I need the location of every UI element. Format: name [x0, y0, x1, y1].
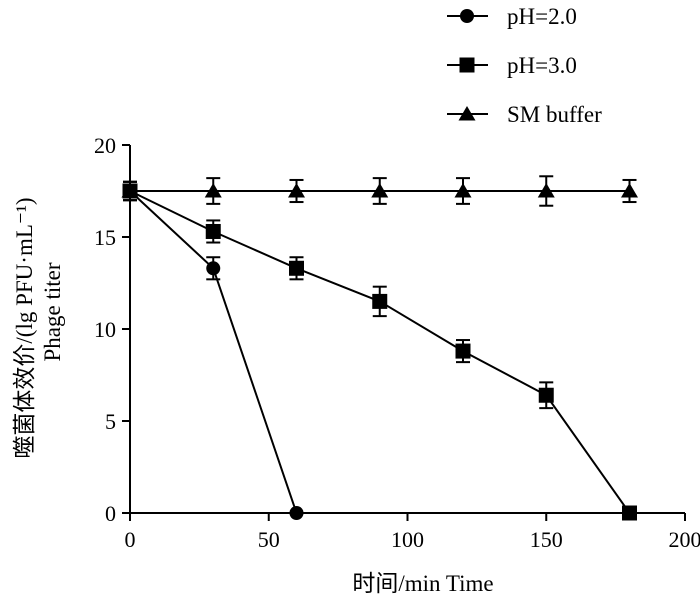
y-axis-title-en: Phage titer — [40, 262, 65, 361]
y-tick-label: 10 — [94, 317, 116, 342]
axes: 0 50 100 150 200 0 5 10 15 20 — [94, 133, 700, 552]
legend: pH=2.0 pH=3.0 SM buffer — [447, 4, 602, 127]
data-point — [537, 183, 555, 198]
data-point — [121, 183, 139, 198]
y-axis-title-cn: 噬菌体效价/(lg PFU·mL⁻¹) — [12, 197, 37, 458]
x-tick-label: 200 — [669, 527, 700, 552]
legend-marker — [458, 106, 476, 121]
y-tick-label: 20 — [94, 133, 116, 158]
legend-item: SM buffer — [447, 102, 602, 127]
data-point — [371, 183, 389, 198]
series-line — [129, 190, 631, 514]
y-tick-label: 0 — [105, 501, 116, 526]
x-tick-label: 150 — [530, 527, 563, 552]
legend-item: pH=3.0 — [447, 53, 577, 78]
y-tick-label: 15 — [94, 225, 116, 250]
data-point — [204, 183, 222, 198]
series-sm-buffer — [121, 175, 638, 207]
x-tick-label: 50 — [258, 527, 280, 552]
series-ph-3-0 — [122, 180, 637, 521]
y-tick-label: 5 — [105, 409, 116, 434]
x-axis-title: 时间/min Time — [352, 571, 493, 596]
legend-label: pH=2.0 — [507, 4, 577, 29]
legend-label: pH=3.0 — [507, 53, 577, 78]
data-point — [372, 293, 388, 309]
data-point — [289, 506, 304, 520]
x-tick-label: 100 — [391, 527, 424, 552]
legend-marker — [460, 9, 474, 23]
data-point — [289, 260, 304, 276]
data-point — [454, 183, 472, 198]
data-point — [206, 261, 221, 276]
legend-item: pH=2.0 — [447, 4, 577, 29]
plot-area — [121, 175, 638, 521]
x-tick-label: 0 — [125, 527, 136, 552]
legend-marker — [459, 57, 475, 73]
data-point — [288, 183, 305, 198]
data-point — [622, 505, 637, 521]
legend-label: SM buffer — [507, 102, 602, 127]
data-point — [538, 387, 554, 403]
data-point — [205, 223, 221, 239]
data-point — [455, 343, 471, 359]
data-point — [621, 183, 638, 198]
